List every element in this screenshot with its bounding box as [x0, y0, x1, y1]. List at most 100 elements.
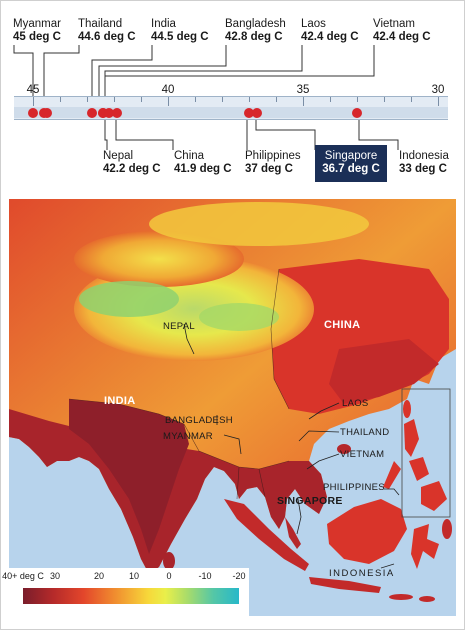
land-philippines — [383, 419, 447, 511]
country-name: Vietnam — [373, 18, 415, 30]
land-malay-peninsula — [285, 517, 301, 549]
land-china-coast — [329, 339, 439, 404]
axis-tick — [384, 97, 385, 102]
label-nepal: Nepal 42.2 deg C — [103, 150, 161, 176]
map-label-vietnam: VIETNAM — [340, 449, 385, 460]
land-sumatra — [224, 499, 309, 571]
leader-line-myanmar — [13, 45, 34, 113]
label-laos: Laos 42.4 deg C — [301, 18, 359, 44]
temperature-dot-singapore — [252, 108, 263, 118]
leader-line-singapore — [255, 114, 316, 150]
land-hainan — [337, 444, 351, 454]
label-indonesia: Indonesia 33 deg C — [399, 150, 449, 176]
country-name: Thailand — [78, 18, 123, 30]
leader-line-indonesia — [358, 114, 399, 150]
temperature-dot-india — [41, 108, 52, 118]
country-temp: 44.6 deg C — [78, 31, 136, 43]
axis-tick — [357, 97, 358, 102]
country-name: Nepal — [103, 150, 134, 162]
land-north-cool — [149, 202, 369, 246]
country-name: Singapore — [324, 150, 378, 162]
temperature-dot-china — [111, 108, 122, 118]
land-east-islands — [389, 519, 452, 602]
label-myanmar: Myanmar 45 deg C — [13, 18, 61, 44]
leader-line-china — [115, 114, 174, 150]
leader-line-india — [91, 45, 153, 113]
country-temp: 41.9 deg C — [174, 163, 232, 175]
heat-map: NEPAL CHINA INDIA BANGLADESH MYANMAR LAO… — [9, 199, 456, 616]
axis-tick — [114, 97, 115, 102]
temperature-dot-bangladesh — [87, 108, 98, 118]
country-temp: 44.5 deg C — [151, 31, 209, 43]
country-temp: 42.4 deg C — [373, 31, 431, 43]
land-sri-lanka — [163, 552, 175, 570]
leader-line-thailand — [43, 45, 80, 113]
legend-tick-label: 20 — [93, 571, 105, 581]
label-bangladesh: Bangladesh 42.8 deg C — [225, 18, 286, 44]
axis-tick — [33, 97, 34, 106]
legend-tick-label: -20 — [232, 571, 246, 581]
axis-tick — [411, 97, 412, 102]
heat-map-graphic — [9, 199, 456, 616]
axis-tick-label: 45 — [26, 84, 40, 96]
axis-tick — [87, 97, 88, 102]
label-vietnam: Vietnam 42.4 deg C — [373, 18, 431, 44]
legend-tick-label: 0 — [166, 571, 172, 581]
country-temp: 42.2 deg C — [103, 163, 161, 175]
legend-tick-label: 40+ deg C — [2, 571, 44, 581]
label-china: China 41.9 deg C — [174, 150, 232, 176]
map-label-philippines: PHILIPPINES — [323, 482, 385, 493]
land-borneo — [327, 499, 407, 564]
label-india: India 44.5 deg C — [151, 18, 209, 44]
axis-tick — [168, 97, 169, 106]
country-name: India — [151, 18, 176, 30]
land-cold-peaks — [79, 281, 179, 317]
land-java — [309, 577, 381, 593]
axis-tick-label: 30 — [431, 84, 445, 96]
country-name: Philippines — [245, 150, 301, 162]
timeline-axis-band — [14, 107, 448, 118]
philippines-inset-box — [401, 388, 451, 518]
label-philippines: Philippines 37 deg C — [245, 150, 301, 176]
map-label-nepal: NEPAL — [163, 321, 195, 332]
legend-tick-label: -10 — [198, 571, 212, 581]
axis-tick — [141, 97, 142, 102]
map-label-india: INDIA — [104, 395, 136, 407]
color-legend: 40+ deg C 30 20 10 0 -10 -20 — [2, 568, 249, 616]
land-cold-peaks-2 — [199, 303, 279, 331]
temperature-dot-nepal — [103, 108, 114, 118]
land-india-core — [69, 399, 189, 554]
map-label-bangladesh: BANGLADESH — [165, 415, 233, 426]
axis-tick — [60, 97, 61, 102]
axis-tick — [330, 97, 331, 102]
axis-tick — [249, 97, 250, 102]
leader-line-nepal — [104, 114, 108, 150]
leader-line-bangladesh — [98, 45, 227, 113]
legend-tick-label: 10 — [128, 571, 140, 581]
country-temp: 37 deg C — [245, 163, 293, 175]
map-label-laos: LAOS — [342, 398, 369, 409]
axis-tick — [222, 97, 223, 102]
country-name: Indonesia — [399, 150, 449, 162]
country-name: Myanmar — [13, 18, 61, 30]
country-name: Bangladesh — [225, 18, 286, 30]
temperature-dot-indonesia — [352, 108, 362, 118]
temperature-dot-philippines — [244, 108, 254, 118]
map-label-china: CHINA — [324, 319, 361, 331]
temperature-dot-myanmar — [28, 108, 38, 118]
country-name: China — [174, 150, 205, 162]
label-thailand: Thailand 44.6 deg C — [78, 18, 136, 44]
label-singapore: Singapore 36.7 deg C — [315, 145, 387, 176]
map-label-thailand: THAILAND — [340, 427, 390, 438]
temperature-dot-vietnam — [98, 108, 109, 118]
axis-tick-label: 35 — [296, 84, 310, 96]
legend-color-scale — [23, 588, 239, 604]
country-borders — [68, 268, 290, 500]
leader-line-vietnam — [104, 45, 375, 113]
map-label-myanmar: MYANMAR — [163, 431, 213, 442]
axis-tick-label: 40 — [161, 84, 175, 96]
singapore-highlight-box: Singapore 36.7 deg C — [315, 145, 387, 182]
map-callout-lines — [183, 323, 400, 569]
axis-tick — [438, 97, 439, 106]
map-label-singapore: SINGAPORE — [277, 495, 343, 507]
